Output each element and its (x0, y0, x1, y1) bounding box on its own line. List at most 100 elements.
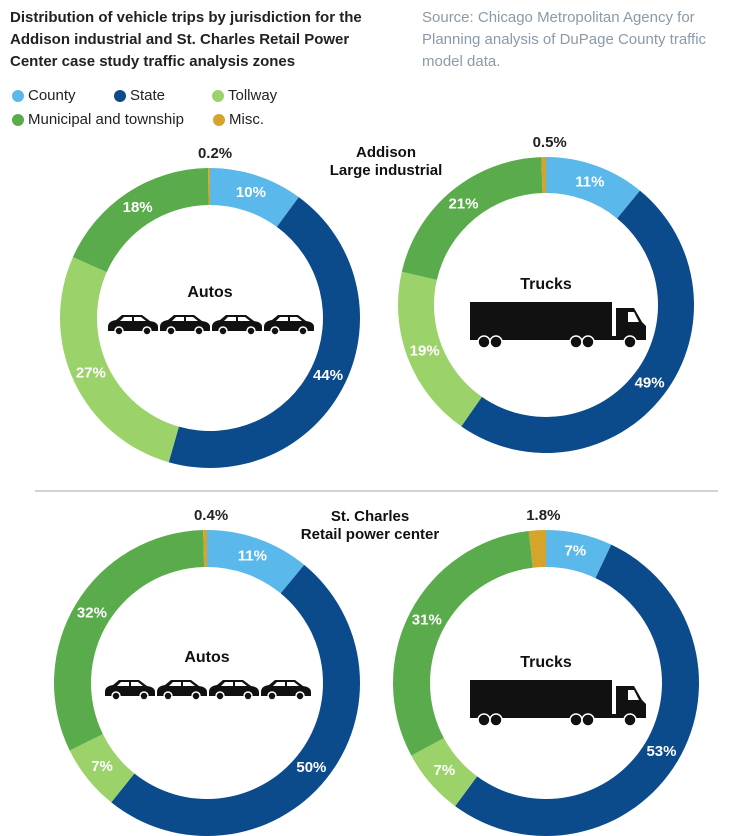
legend-swatch (114, 90, 126, 102)
value-label: 31% (412, 612, 442, 629)
value-label: 0.2% (198, 145, 232, 162)
legend-swatch (212, 90, 224, 102)
car-wheel (142, 326, 152, 336)
value-label: 7% (434, 762, 456, 779)
value-label: 11% (575, 174, 604, 191)
car-wheel (267, 691, 277, 701)
source-line: model data. (422, 53, 500, 70)
car-wheel (246, 326, 256, 336)
section-title: Addison (356, 144, 416, 161)
value-label: 44% (313, 367, 343, 384)
source-line: Source: Chicago Metropolitan Agency for (422, 9, 695, 26)
car-window (117, 682, 143, 686)
car-wheel (139, 691, 149, 701)
car-window (120, 317, 146, 321)
center-label: Autos (184, 649, 229, 666)
value-label: 53% (646, 743, 676, 760)
truck-wheel (581, 335, 595, 349)
donut-segment (546, 157, 640, 219)
donut-segment (69, 734, 135, 803)
car-wheel (191, 691, 201, 701)
truck-chassis (470, 336, 646, 340)
section-subtitle: Retail power center (301, 526, 440, 543)
source-line: Planning analysis of DuPage County traff… (422, 31, 707, 48)
donut-segment (111, 564, 360, 836)
legend-swatch (12, 114, 24, 126)
car-wheel (111, 691, 121, 701)
value-label: 19% (410, 343, 440, 360)
truck-cab (616, 686, 646, 716)
donut-segment (546, 530, 612, 579)
truck-wheel (623, 335, 637, 349)
donut-segment (461, 190, 694, 453)
value-label: 50% (296, 759, 326, 776)
value-label: 10% (236, 184, 266, 201)
car-icon (157, 680, 207, 701)
truck-wheel (477, 713, 491, 727)
donut-segment (528, 530, 546, 568)
donut-segment (393, 530, 533, 756)
legend-label: Tollway (228, 87, 278, 104)
value-label: 18% (123, 199, 153, 216)
truck-wheel (489, 713, 503, 727)
car-wheel (114, 326, 124, 336)
donut-segment (541, 157, 546, 194)
donut-segment (401, 157, 543, 280)
car-wheel (295, 691, 305, 701)
legend-label: Municipal and township (28, 111, 184, 128)
car-wheel (298, 326, 308, 336)
truck-chassis (470, 714, 646, 718)
truck-window (628, 690, 639, 700)
truck-wheel (581, 713, 595, 727)
donut-segment (455, 544, 699, 836)
truck-trailer (470, 680, 612, 714)
car-icon (160, 315, 210, 336)
car-icon (212, 315, 262, 336)
donut-segment (411, 738, 478, 807)
legend-swatch (213, 114, 225, 126)
truck-wheel (489, 335, 503, 349)
truck-icon (470, 302, 646, 349)
truck-wheel (623, 713, 637, 727)
car-wheel (215, 691, 225, 701)
donut-segment (398, 271, 482, 427)
car-wheel (163, 691, 173, 701)
donut-segment (59, 257, 179, 463)
car-window (169, 682, 195, 686)
car-icon (261, 680, 311, 701)
section-subtitle: Large industrial (330, 162, 443, 179)
car-icon (108, 315, 158, 336)
car-icon (105, 680, 155, 701)
truck-wheel (569, 335, 583, 349)
legend-label: County (28, 87, 76, 104)
legend-label: Misc. (229, 111, 264, 128)
legend-swatch (12, 90, 24, 102)
section-title: St. Charles (331, 508, 409, 525)
car-wheel (194, 326, 204, 336)
truck-wheel (477, 335, 491, 349)
car-wheel (270, 326, 280, 336)
car-window (221, 682, 247, 686)
center-label: Trucks (520, 276, 572, 293)
donut-segment (168, 197, 361, 468)
title-line: Center case study traffic analysis zones (10, 53, 295, 70)
car-window (224, 317, 250, 321)
car-icon (209, 680, 259, 701)
title-line: Addison industrial and St. Charles Retai… (10, 31, 349, 48)
donut-segment (72, 168, 209, 273)
legend-label: State (130, 87, 165, 104)
value-label: 0.4% (194, 507, 228, 524)
car-window (276, 317, 302, 321)
donut-segment (210, 168, 299, 227)
value-label: 49% (635, 375, 665, 392)
center-label: Autos (187, 284, 232, 301)
truck-window (628, 312, 639, 322)
donut-segment (203, 530, 207, 568)
car-window (172, 317, 198, 321)
donut-segment (208, 168, 210, 206)
car-wheel (243, 691, 253, 701)
truck-wheel (569, 713, 583, 727)
donut-segment (53, 530, 205, 751)
car-wheel (218, 326, 228, 336)
car-window (273, 682, 299, 686)
